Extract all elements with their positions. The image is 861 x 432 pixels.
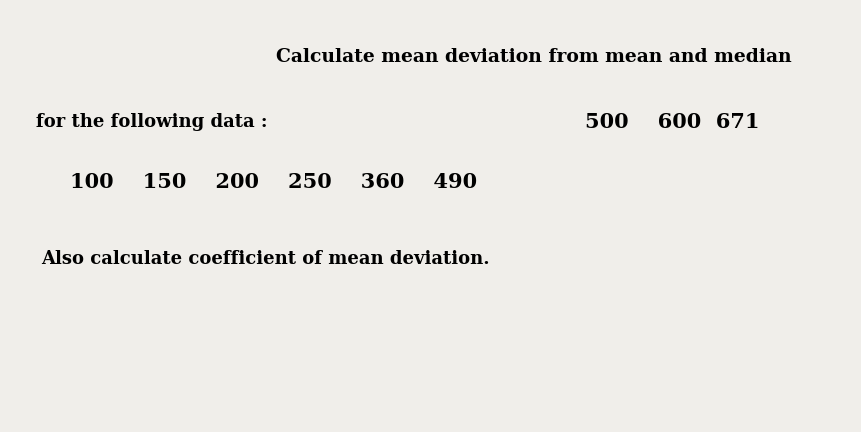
Text: Calculate mean deviation from mean and median: Calculate mean deviation from mean and m… bbox=[276, 48, 792, 66]
Text: 500    600  671: 500 600 671 bbox=[585, 111, 759, 132]
Text: for the following data :: for the following data : bbox=[35, 113, 267, 130]
Text: 100    150    200    250    360    490: 100 150 200 250 360 490 bbox=[70, 172, 477, 192]
Text: Also calculate coefficient of mean deviation.: Also calculate coefficient of mean devia… bbox=[41, 250, 490, 268]
